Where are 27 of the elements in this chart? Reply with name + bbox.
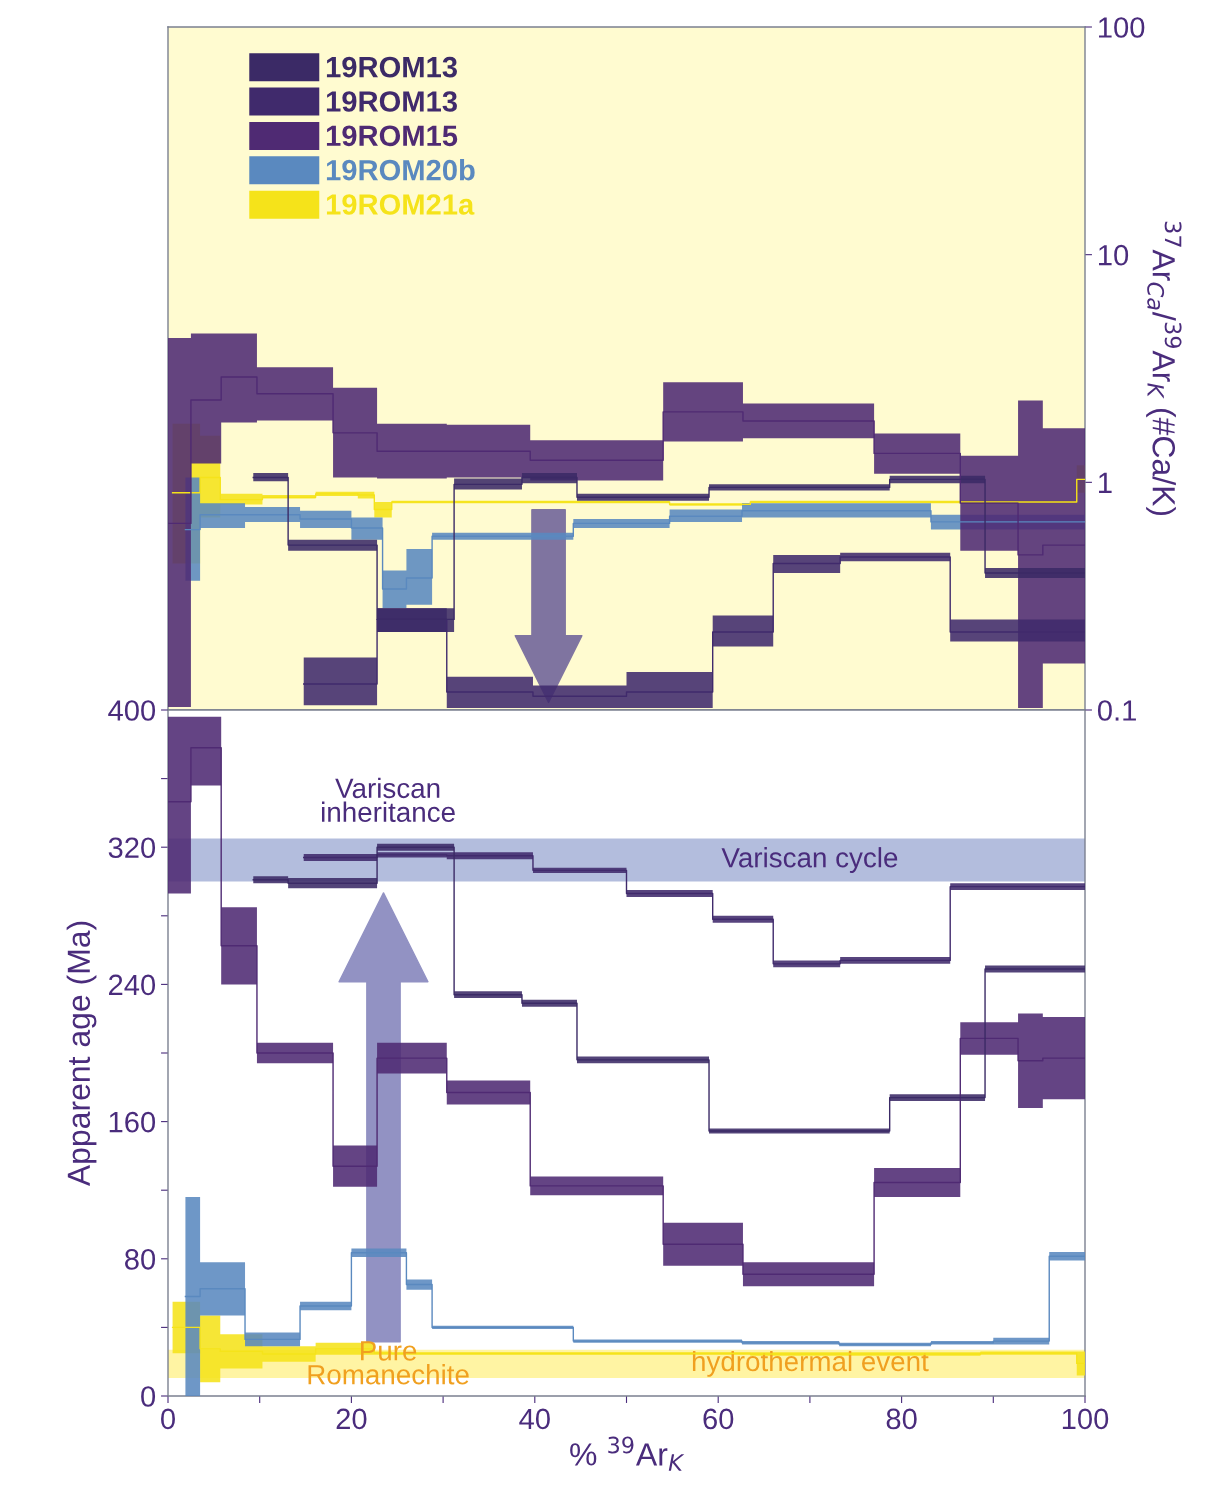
y-tick-label: 1 [1099, 472, 1112, 493]
y-tick-label: 240 [109, 974, 156, 996]
legend-label: 19ROM13 [326, 91, 457, 112]
y-tick-label: 100 [1099, 17, 1145, 38]
y-tick-label: 0 [141, 1386, 156, 1407]
y-tick-label: 400 [108, 700, 156, 721]
band-label: Variscan cycle [721, 847, 898, 874]
y-tick-label: 80 [125, 1249, 156, 1270]
x-axis-title: % $^{39}$Ar$_{K}$ [570, 1436, 685, 1471]
legend-label: 19ROM15 [326, 125, 458, 147]
x-tick-label: 0 [161, 1408, 175, 1430]
x-tick-label: 80 [886, 1408, 917, 1430]
y-axis-title: Apparent age (Ma) [66, 921, 97, 1187]
band-label: hydrothermal event [692, 1350, 929, 1377]
y-tick-label: 0.1 [1097, 700, 1136, 721]
x-tick-label: 20 [336, 1408, 367, 1430]
x-tick-label: 100 [1062, 1408, 1109, 1430]
y-axis-title: $^{37}$Ar$_{Ca}$/$^{39}$Ar$_{K}$ (#Ca/K) [1146, 221, 1182, 516]
legend-label: 19ROM21a [326, 194, 475, 215]
y-tick-label: 160 [109, 1111, 156, 1133]
legend-label: 19ROM20b [326, 159, 475, 181]
legend-label: 19ROM13 [326, 56, 457, 78]
y-tick-label: 320 [108, 837, 156, 859]
y-tick-label: 10 [1099, 244, 1129, 266]
annotation: Variscan inheritance [322, 777, 455, 823]
x-tick-label: 60 [703, 1408, 734, 1430]
x-tick-label: 40 [519, 1408, 550, 1430]
